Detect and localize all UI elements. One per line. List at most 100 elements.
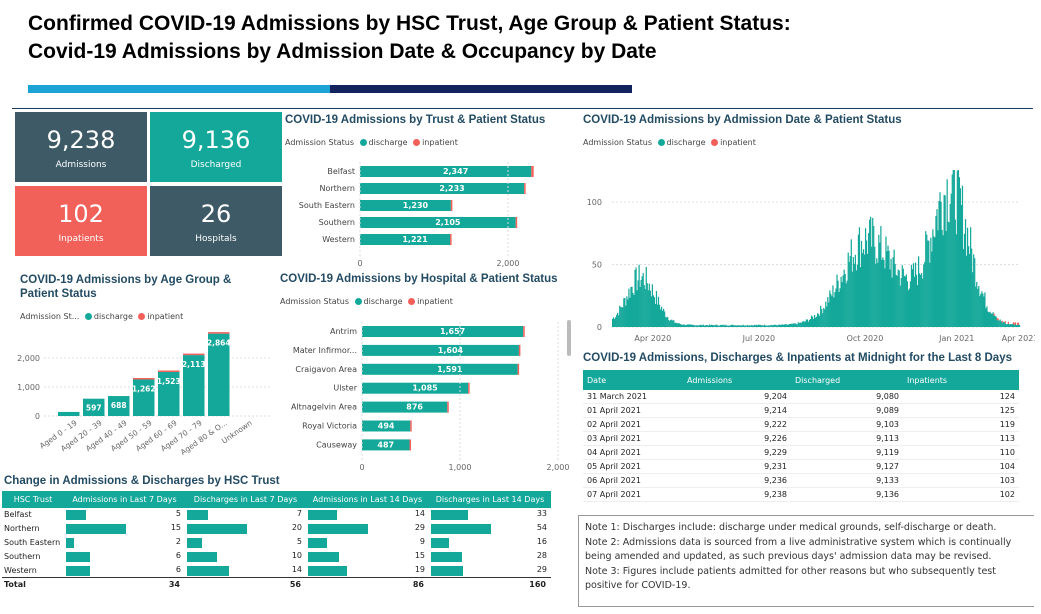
legend-discharge: discharge	[368, 138, 408, 147]
data-bar	[431, 510, 468, 520]
date-bar	[880, 226, 882, 327]
date-bar	[872, 217, 874, 327]
date-bar	[738, 325, 740, 327]
date-bar	[724, 325, 726, 327]
date-bar	[817, 313, 819, 327]
bar-inpatient	[208, 332, 230, 334]
bar-inpatient	[524, 183, 526, 194]
date-bar	[944, 195, 946, 327]
date-bar	[780, 324, 782, 327]
x-tick-label: Jan 2021	[938, 334, 974, 343]
date-bar	[862, 249, 865, 327]
cell-value: 20	[291, 522, 302, 532]
date-bar	[658, 304, 661, 327]
date-bar	[935, 215, 937, 327]
cell-value: 7	[296, 509, 302, 518]
date-bar	[805, 319, 808, 327]
header-row: HSC Trust Admissions in Last 7 Days Discha…	[2, 491, 551, 508]
date-bar	[889, 269, 891, 327]
scrollbar-thumb[interactable]	[567, 320, 571, 356]
date-bar	[956, 170, 958, 327]
date-bar	[901, 265, 903, 327]
kpi-label: Hospitals	[195, 234, 237, 244]
category-label: Western	[322, 235, 355, 244]
date-bar	[954, 219, 956, 327]
bar-discharge	[362, 344, 519, 356]
date-bar	[899, 285, 901, 327]
date-bar	[692, 324, 694, 327]
date-bar	[795, 323, 797, 327]
date-bar	[784, 324, 786, 327]
date-bar	[646, 283, 648, 327]
date-bar	[895, 274, 897, 327]
date-bar	[648, 283, 650, 327]
total-cell: 56	[289, 580, 301, 590]
data-label: 1,262	[132, 385, 156, 394]
column-header[interactable]: Discharges in Last 7 Days	[185, 491, 306, 508]
cell-value: 28	[536, 550, 547, 560]
legend-inpatient: inpatient	[422, 138, 458, 147]
date-bar	[946, 179, 948, 327]
date-bar	[759, 324, 762, 327]
table-cell: 16	[429, 536, 551, 550]
date-bar	[853, 263, 855, 327]
date-bar	[619, 305, 621, 327]
date-bar	[806, 319, 809, 327]
date-bar	[868, 233, 870, 327]
date-bar	[997, 320, 999, 327]
data-bar	[431, 565, 464, 576]
date-bar	[621, 307, 623, 327]
column-header[interactable]: HSC Trust	[2, 491, 64, 508]
date-bar	[891, 277, 893, 327]
date-bar	[948, 222, 950, 327]
table-row: 06 April 2021 9,236 9,133 103	[583, 473, 1019, 488]
date-bar	[813, 314, 816, 327]
date-bar-inpatient	[1014, 322, 1017, 325]
date-bar	[774, 324, 776, 327]
data-bar	[308, 551, 340, 562]
bar-discharge	[83, 398, 105, 416]
table-cell: 10	[185, 550, 306, 564]
date-bar	[890, 258, 892, 327]
column-header[interactable]: Admissions in Last 14 Days	[306, 491, 429, 508]
column-header[interactable]: Discharges in Last 14 Days	[429, 491, 551, 508]
date-bar	[842, 275, 844, 327]
data-label: 597	[86, 404, 102, 413]
x-tick-label: Apr 2020	[634, 334, 671, 343]
column-header[interactable]: Discharged	[791, 370, 903, 390]
column-header[interactable]: Admissions	[683, 370, 791, 390]
date-bar	[952, 170, 954, 327]
table-cell: 28	[429, 550, 551, 564]
date-bar	[871, 246, 873, 327]
kpi-label: Admissions	[55, 160, 107, 170]
data-label: 1,657	[440, 327, 465, 336]
cell-value: 29	[536, 564, 547, 574]
date-bar	[625, 305, 627, 327]
column-header[interactable]: Admissions in Last 7 Days	[64, 491, 185, 508]
date-bar	[705, 325, 708, 327]
date-bar	[911, 269, 914, 327]
date-chart-legend: Admission Status discharge inpatient	[583, 138, 756, 147]
data-bar	[308, 565, 348, 576]
date-bar	[634, 269, 636, 327]
date-bar	[848, 261, 850, 327]
date-bar	[756, 325, 759, 327]
column-header[interactable]: Inpatients	[903, 370, 1019, 390]
legend-dot-inpatient	[408, 298, 416, 305]
date-bar	[645, 267, 647, 327]
cell-value: 2	[175, 536, 181, 546]
date-bar	[661, 310, 664, 327]
date-bar	[986, 306, 988, 327]
date-bar	[798, 322, 800, 327]
table-cell: 9,229	[683, 445, 791, 460]
data-bar	[187, 523, 247, 534]
date-bar	[824, 309, 826, 327]
date-bar	[892, 257, 894, 327]
date-bar	[989, 311, 991, 327]
date-bar	[905, 274, 907, 327]
column-header[interactable]: Date	[583, 370, 683, 390]
date-bar	[734, 325, 736, 327]
data-label: 1,523	[157, 377, 181, 386]
table-row: 04 April 2021 9,229 9,119 110	[583, 445, 1019, 460]
table-cell: 113	[903, 431, 1019, 447]
